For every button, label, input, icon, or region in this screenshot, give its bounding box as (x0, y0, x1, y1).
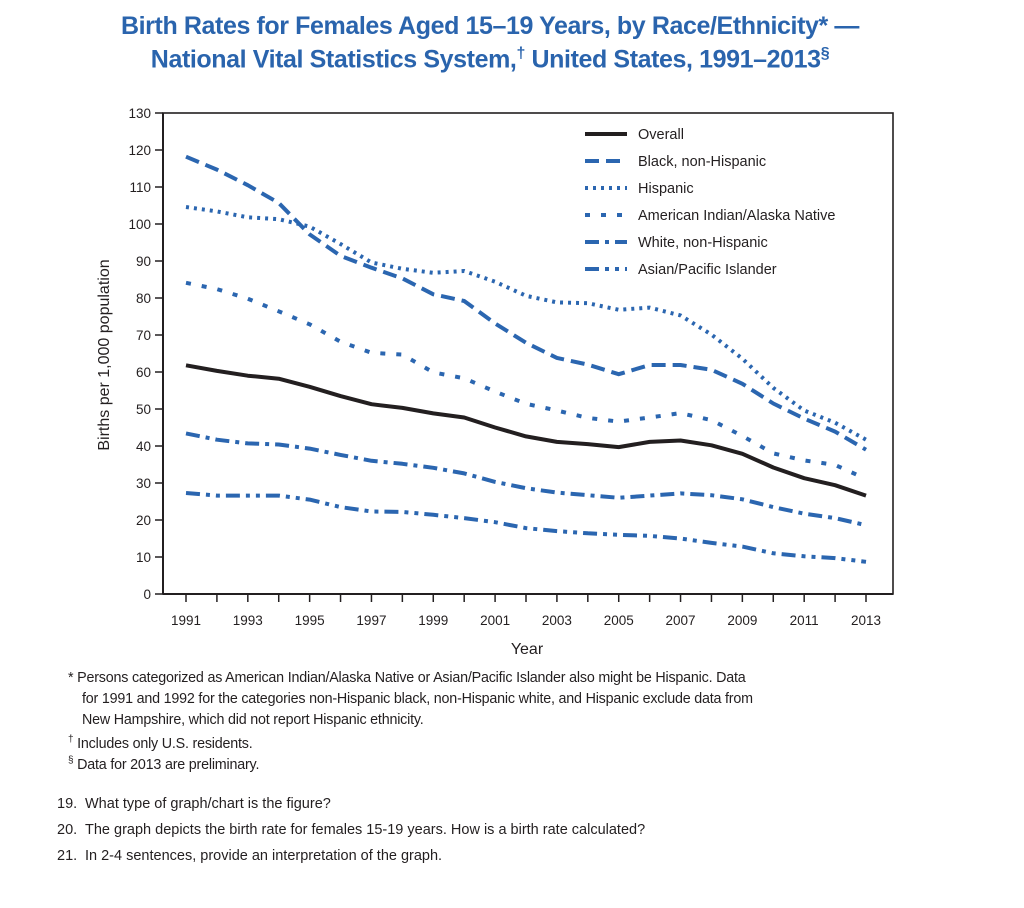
legend-label: Hispanic (638, 181, 694, 197)
chart-title-line-1: Birth Rates for Females Aged 15–19 Years… (120, 12, 860, 40)
y-tick-label: 110 (129, 180, 151, 195)
series-line-hispanic (185, 205, 867, 442)
legend-label: Asian/Pacific Islander (638, 262, 777, 278)
y-axis-label: Births per 1,000 population (96, 259, 113, 450)
x-axis-label: Year (511, 641, 544, 658)
dagger-mark: † (516, 45, 525, 62)
question-19: 19. What type of graph/chart is the figur… (57, 796, 331, 812)
chart-title-line-2: National Vital Statistics System,† Unite… (0, 45, 980, 74)
question-20: 20. The graph depicts the birth rate for … (57, 822, 645, 838)
footnote-text: Includes only U.S. residents. (73, 735, 253, 752)
x-tick-label: 1993 (233, 613, 263, 628)
y-tick-label: 20 (136, 513, 151, 528)
legend-label: White, non-Hispanic (638, 235, 768, 251)
x-tick-label: 1997 (356, 613, 386, 628)
y-tick-label: 10 (136, 550, 151, 565)
x-tick-label: 2007 (666, 613, 696, 628)
legend-label: Overall (638, 127, 684, 143)
dagger-mark: † (68, 734, 74, 745)
x-tick-label: 2009 (727, 613, 757, 628)
section-mark: § (68, 755, 74, 766)
footnote-star-line-2: for 1991 and 1992 for the categories non… (82, 691, 753, 707)
y-tick-label: 0 (143, 587, 151, 602)
x-tick-label: 2003 (542, 613, 572, 628)
y-tick-label: 60 (136, 365, 151, 380)
legend-label: American Indian/Alaska Native (638, 208, 835, 224)
footnote-dagger: † Includes only U.S. residents. (68, 734, 253, 752)
y-tick-label: 80 (136, 291, 151, 306)
legend-label: Black, non-Hispanic (638, 154, 766, 170)
x-tick-label: 1999 (418, 613, 448, 628)
section-mark: § (820, 45, 830, 62)
x-tick-label: 2005 (604, 613, 634, 628)
star-mark: * (68, 670, 74, 686)
question-number: 20. (57, 822, 78, 838)
y-tick-label: 90 (136, 254, 151, 269)
y-tick-label: 40 (136, 439, 151, 454)
title-text: National Vital Statistics System, (150, 45, 517, 74)
question-text: In 2-4 sentences, provide an interpretat… (85, 848, 443, 864)
x-tick-label: 2011 (790, 613, 819, 628)
x-tick-label: 1995 (295, 613, 325, 628)
x-tick-label: 2001 (480, 613, 510, 628)
footnote-text: Data for 2013 are preliminary. (73, 756, 260, 773)
title-text-rest: United States, 1991–2013 (524, 45, 821, 74)
question-text: The graph depicts the birth rate for fem… (85, 822, 646, 838)
x-tick-label: 1991 (171, 613, 201, 628)
footnote-section: § Data for 2013 are preliminary. (68, 755, 259, 773)
footnote-text: Persons categorized as American Indian/A… (73, 670, 746, 686)
y-tick-label: 70 (136, 328, 151, 343)
question-text: What type of graph/chart is the figure? (85, 796, 331, 812)
question-number: 19. (57, 796, 78, 812)
y-tick-label: 50 (136, 402, 151, 417)
footnote-star-line-3: New Hampshire, which did not report Hisp… (82, 712, 424, 728)
y-tick-label: 100 (128, 217, 151, 232)
plot-frame (162, 112, 894, 595)
question-21: 21. In 2-4 sentences, provide an interpre… (57, 848, 442, 864)
series-line-overall (185, 363, 867, 498)
series-line-black-non-hispanic (185, 154, 868, 452)
y-tick-label: 30 (136, 476, 151, 491)
y-tick-label: 130 (128, 106, 151, 121)
x-tick-label: 2013 (851, 613, 881, 628)
question-number: 21. (57, 848, 78, 864)
y-tick-label: 120 (128, 143, 151, 158)
series-line-asian-pacific-islander (185, 491, 867, 564)
footnote-star-line-1: * Persons categorized as American Indian… (68, 670, 746, 686)
series-line-white-non-hispanic (185, 431, 867, 528)
